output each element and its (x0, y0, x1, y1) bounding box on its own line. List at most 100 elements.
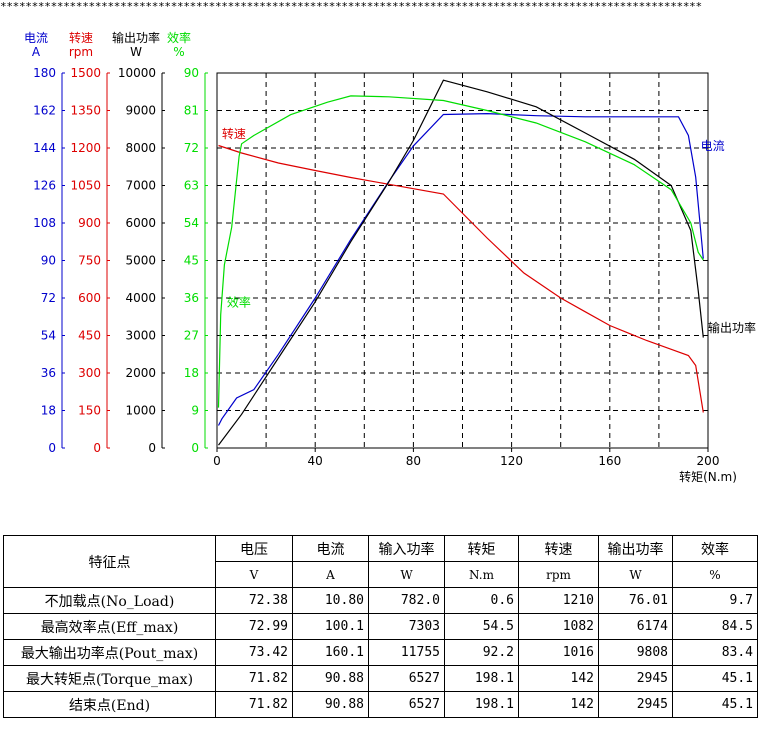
y-tick-label-current: 126 (33, 179, 56, 193)
x-tick-label: 80 (406, 454, 421, 468)
y-tick-label-speed: 450 (78, 329, 101, 343)
series-label-eff: 效率 (227, 294, 251, 309)
y-tick-label-current: 180 (33, 66, 56, 80)
y-tick-label-power: 5000 (125, 254, 156, 268)
y-axis-name-eff: 效率 (167, 30, 191, 45)
table-cell: 160.1 (292, 639, 369, 666)
table-column-header: 转矩 (444, 535, 519, 562)
table-cell: 142 (518, 691, 599, 718)
y-tick-label-speed: 600 (78, 291, 101, 305)
y-axis-name-power: 输出功率 (112, 30, 160, 45)
table-header-row: 特征点 电压 电流 输入功率 转矩 转速 输出功率 效率 (3, 535, 758, 588)
series-label-power: 输出功率 (708, 320, 756, 335)
table-column-unit: V (215, 561, 293, 588)
table-column-header: 电流 (292, 535, 369, 562)
y-tick-label-speed: 1500 (70, 66, 101, 80)
table-cell: 9.7 (672, 587, 758, 614)
table-row: 不加载点(No_Load) 72.38 10.80 782.0 0.6 1210 76.01… (3, 587, 758, 614)
table-cell: 2945 (598, 665, 673, 692)
table-cell: 198.1 (444, 665, 519, 692)
table-cell: 71.82 (215, 665, 293, 692)
y-tick-label-speed: 0 (93, 441, 101, 455)
table-cell: 10.80 (292, 587, 369, 614)
table-cell: 7303 (368, 613, 445, 640)
y-tick-label-power: 0 (148, 441, 156, 455)
y-tick-label-eff: 0 (191, 441, 199, 455)
table-cell: 6527 (368, 665, 445, 692)
table-cell: 6527 (368, 691, 445, 718)
y-tick-label-eff: 18 (184, 366, 199, 380)
table-cell: 71.82 (215, 691, 293, 718)
table-cell: 142 (518, 665, 599, 692)
y-tick-label-speed: 1200 (70, 141, 101, 155)
y-axis-unit-eff: % (173, 45, 184, 59)
table-cell: 1210 (518, 587, 599, 614)
y-tick-label-current: 72 (41, 291, 56, 305)
table-cell: 73.42 (215, 639, 293, 666)
y-tick-label-power: 10000 (118, 66, 156, 80)
table-column-unit: W (598, 561, 673, 588)
table-cell: 9808 (598, 639, 673, 666)
table-unit-row: V A W N.m rpm W% (4, 561, 758, 588)
table-cell: 100.1 (292, 613, 369, 640)
y-tick-label-current: 90 (41, 254, 56, 268)
y-tick-label-current: 162 (33, 104, 56, 118)
y-tick-label-current: 144 (33, 141, 56, 155)
table-cell: 72.99 (215, 613, 293, 640)
table-column-unit: % (672, 561, 758, 588)
y-axis-unit-speed: rpm (69, 45, 93, 59)
x-tick-label: 0 (213, 454, 221, 468)
table-column-header: 效率 (672, 535, 758, 562)
table-row-label: 最大输出功率点(Pout_max) (3, 639, 216, 666)
series-layer (217, 79, 704, 446)
y-tick-label-eff: 90 (184, 66, 199, 80)
table-row-label: 最大转矩点(Torque_max) (3, 665, 216, 692)
series-line-current (217, 112, 704, 426)
table-cell: 2945 (598, 691, 673, 718)
table-column-header: 电压 (215, 535, 293, 562)
y-tick-label-current: 0 (48, 441, 56, 455)
y-tick-label-power: 1000 (125, 404, 156, 418)
table-row-label: 结束点(End) (3, 691, 216, 718)
table-row: 结束点(End) 71.82 90.88 6527 198.1 142 2945 45.1 (3, 691, 758, 718)
y-axis-unit-current: A (32, 45, 41, 59)
y-tick-label-eff: 45 (184, 254, 199, 268)
y-tick-label-speed: 750 (78, 254, 101, 268)
table-column-header: 转速 (518, 535, 599, 562)
y-tick-label-eff: 36 (184, 291, 199, 305)
table-cell: 72.38 (215, 587, 293, 614)
y-tick-label-power: 6000 (125, 216, 156, 230)
y-tick-label-eff: 63 (184, 179, 199, 193)
y-tick-label-power: 8000 (125, 141, 156, 155)
y-axis-name-current: 电流 (24, 31, 48, 45)
table-cell: 90.88 (292, 665, 369, 692)
table-column-unit: A (292, 561, 369, 588)
x-tick-label: 160 (598, 454, 621, 468)
y-tick-label-eff: 81 (184, 104, 199, 118)
table-row: 最大输出功率点(Pout_max) 73.42 160.1 11755 92.2 1016… (3, 639, 758, 666)
table-column-unit: N.m (444, 561, 519, 588)
y-tick-label-current: 108 (33, 216, 56, 230)
y-tick-label-current: 36 (41, 366, 56, 380)
table-cell: 45.1 (672, 665, 758, 692)
y-tick-label-eff: 54 (184, 216, 199, 230)
table-header-label: 特征点 (3, 535, 216, 588)
y-tick-label-power: 3000 (125, 329, 156, 343)
y-axis-name-speed: 转速 (69, 30, 93, 45)
table-cell: 84.5 (672, 613, 758, 640)
table-cell: 90.88 (292, 691, 369, 718)
y-tick-label-current: 18 (41, 404, 56, 418)
table-cell: 83.4 (672, 639, 758, 666)
y-tick-label-eff: 9 (191, 404, 199, 418)
series-label-speed: 转速 (222, 126, 246, 141)
header-stars: ****************************************… (0, 0, 702, 13)
table-cell: 1082 (518, 613, 599, 640)
table-column-header: 输出功率 (598, 535, 673, 562)
series-line-power (218, 79, 704, 446)
table-cell: 1016 (518, 639, 599, 666)
table-column-unit: rpm (518, 561, 599, 588)
table-cell: 92.2 (444, 639, 519, 666)
y-tick-label-speed: 150 (78, 404, 101, 418)
